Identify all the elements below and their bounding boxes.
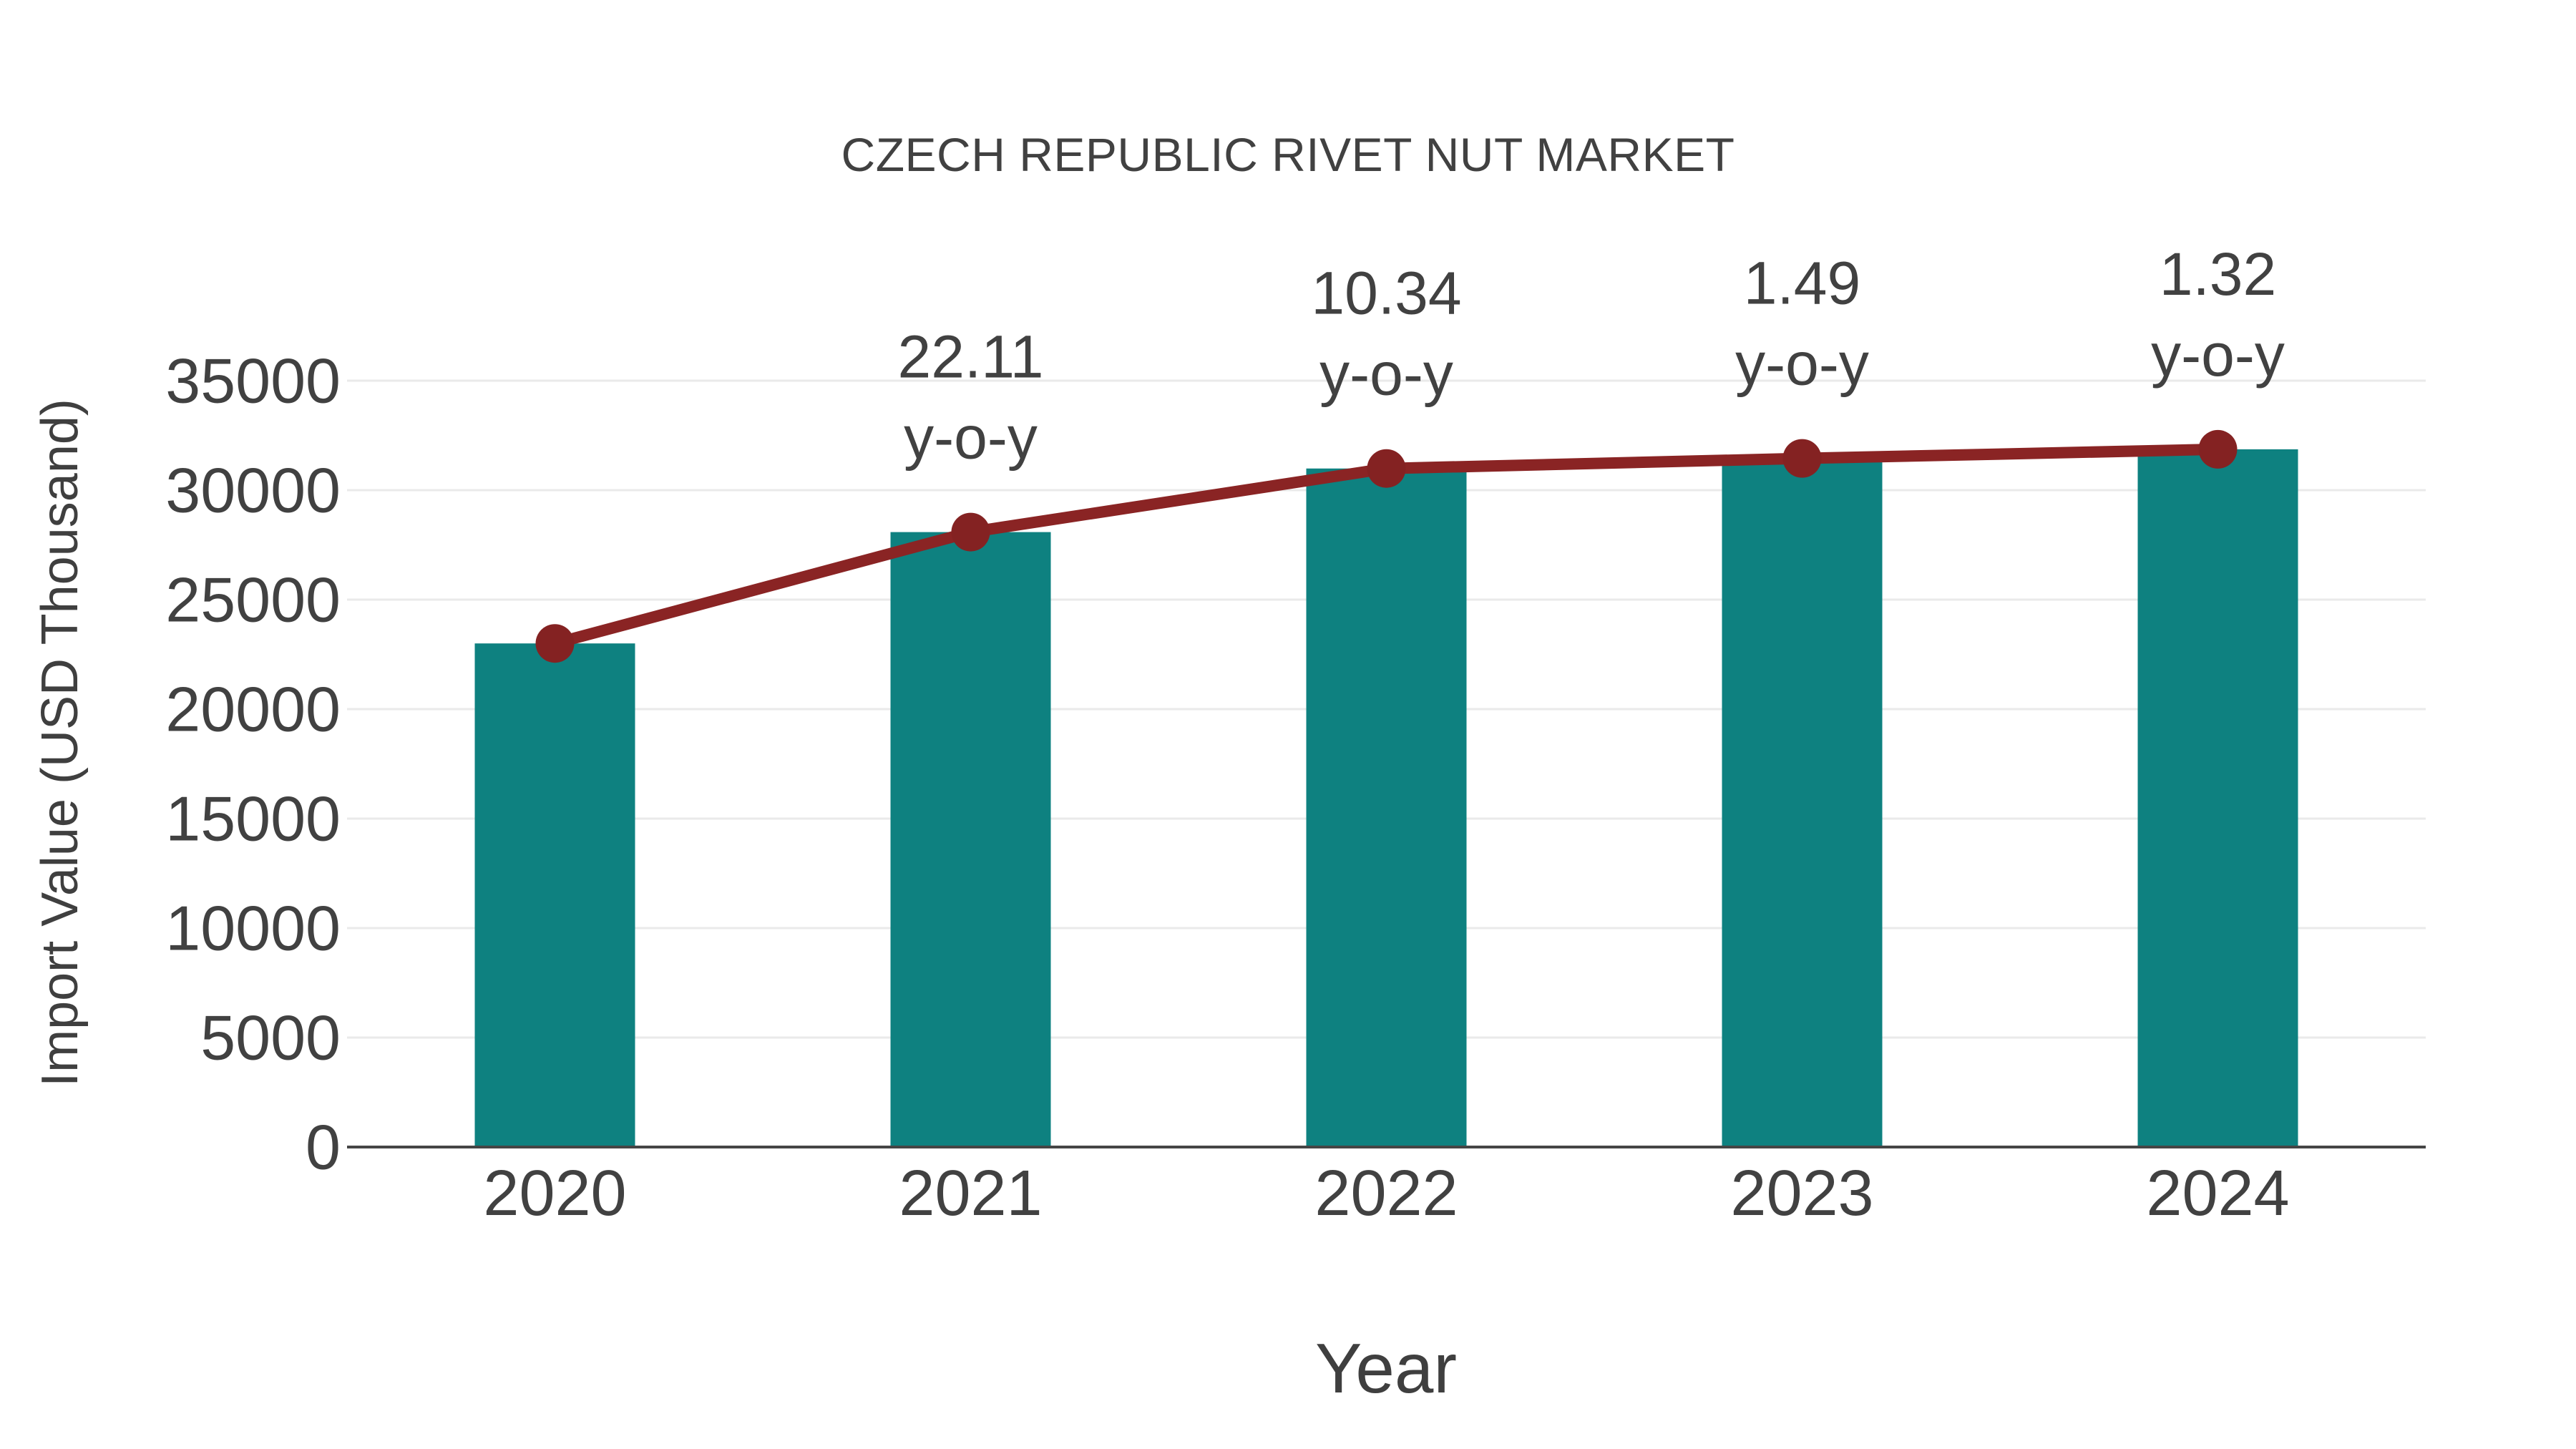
x-tick-label-2024: 2024 bbox=[2146, 1158, 2289, 1229]
bar-2024 bbox=[2137, 449, 2298, 1147]
yoy-value-2023: 1.49 bbox=[1744, 250, 1861, 317]
bar-2023 bbox=[1722, 458, 1883, 1147]
yoy-value-2021: 22.11 bbox=[898, 323, 1044, 391]
y-tick-label-35000: 35000 bbox=[165, 346, 341, 416]
x-axis-title: Year bbox=[1314, 1329, 1458, 1407]
marker-2022 bbox=[1367, 449, 1406, 488]
marker-2021 bbox=[951, 512, 990, 552]
yoy-value-2024: 1.32 bbox=[2160, 240, 2277, 308]
x-tick-label-2021: 2021 bbox=[899, 1158, 1042, 1229]
marker-2023 bbox=[1782, 439, 1822, 478]
marker-2020 bbox=[535, 624, 575, 663]
yoy-suffix-2021: y-o-y bbox=[904, 404, 1038, 472]
y-tick-label-5000: 5000 bbox=[200, 1002, 341, 1073]
x-tick-label-2023: 2023 bbox=[1730, 1158, 1873, 1229]
bar-2020 bbox=[474, 643, 635, 1147]
marker-2024 bbox=[2198, 429, 2238, 469]
x-tick-label-2022: 2022 bbox=[1314, 1158, 1458, 1229]
y-tick-label-15000: 15000 bbox=[165, 784, 341, 854]
y-tick-label-20000: 20000 bbox=[165, 674, 341, 745]
yoy-suffix-2022: y-o-y bbox=[1319, 341, 1453, 408]
yoy-value-2022: 10.34 bbox=[1311, 260, 1461, 327]
bar-2022 bbox=[1306, 468, 1467, 1147]
bar-2021 bbox=[890, 532, 1051, 1147]
y-tick-label-25000: 25000 bbox=[165, 565, 341, 635]
x-tick-label-2020: 2020 bbox=[483, 1158, 626, 1229]
y-tick-label-30000: 30000 bbox=[165, 455, 341, 526]
y-tick-label-10000: 10000 bbox=[165, 893, 341, 964]
chart-title: CZECH REPUBLIC RIVET NUT MARKET bbox=[841, 128, 1735, 181]
yoy-suffix-2023: y-o-y bbox=[1735, 331, 1869, 398]
y-tick-label-0: 0 bbox=[306, 1112, 341, 1183]
yoy-suffix-2024: y-o-y bbox=[2151, 321, 2285, 389]
